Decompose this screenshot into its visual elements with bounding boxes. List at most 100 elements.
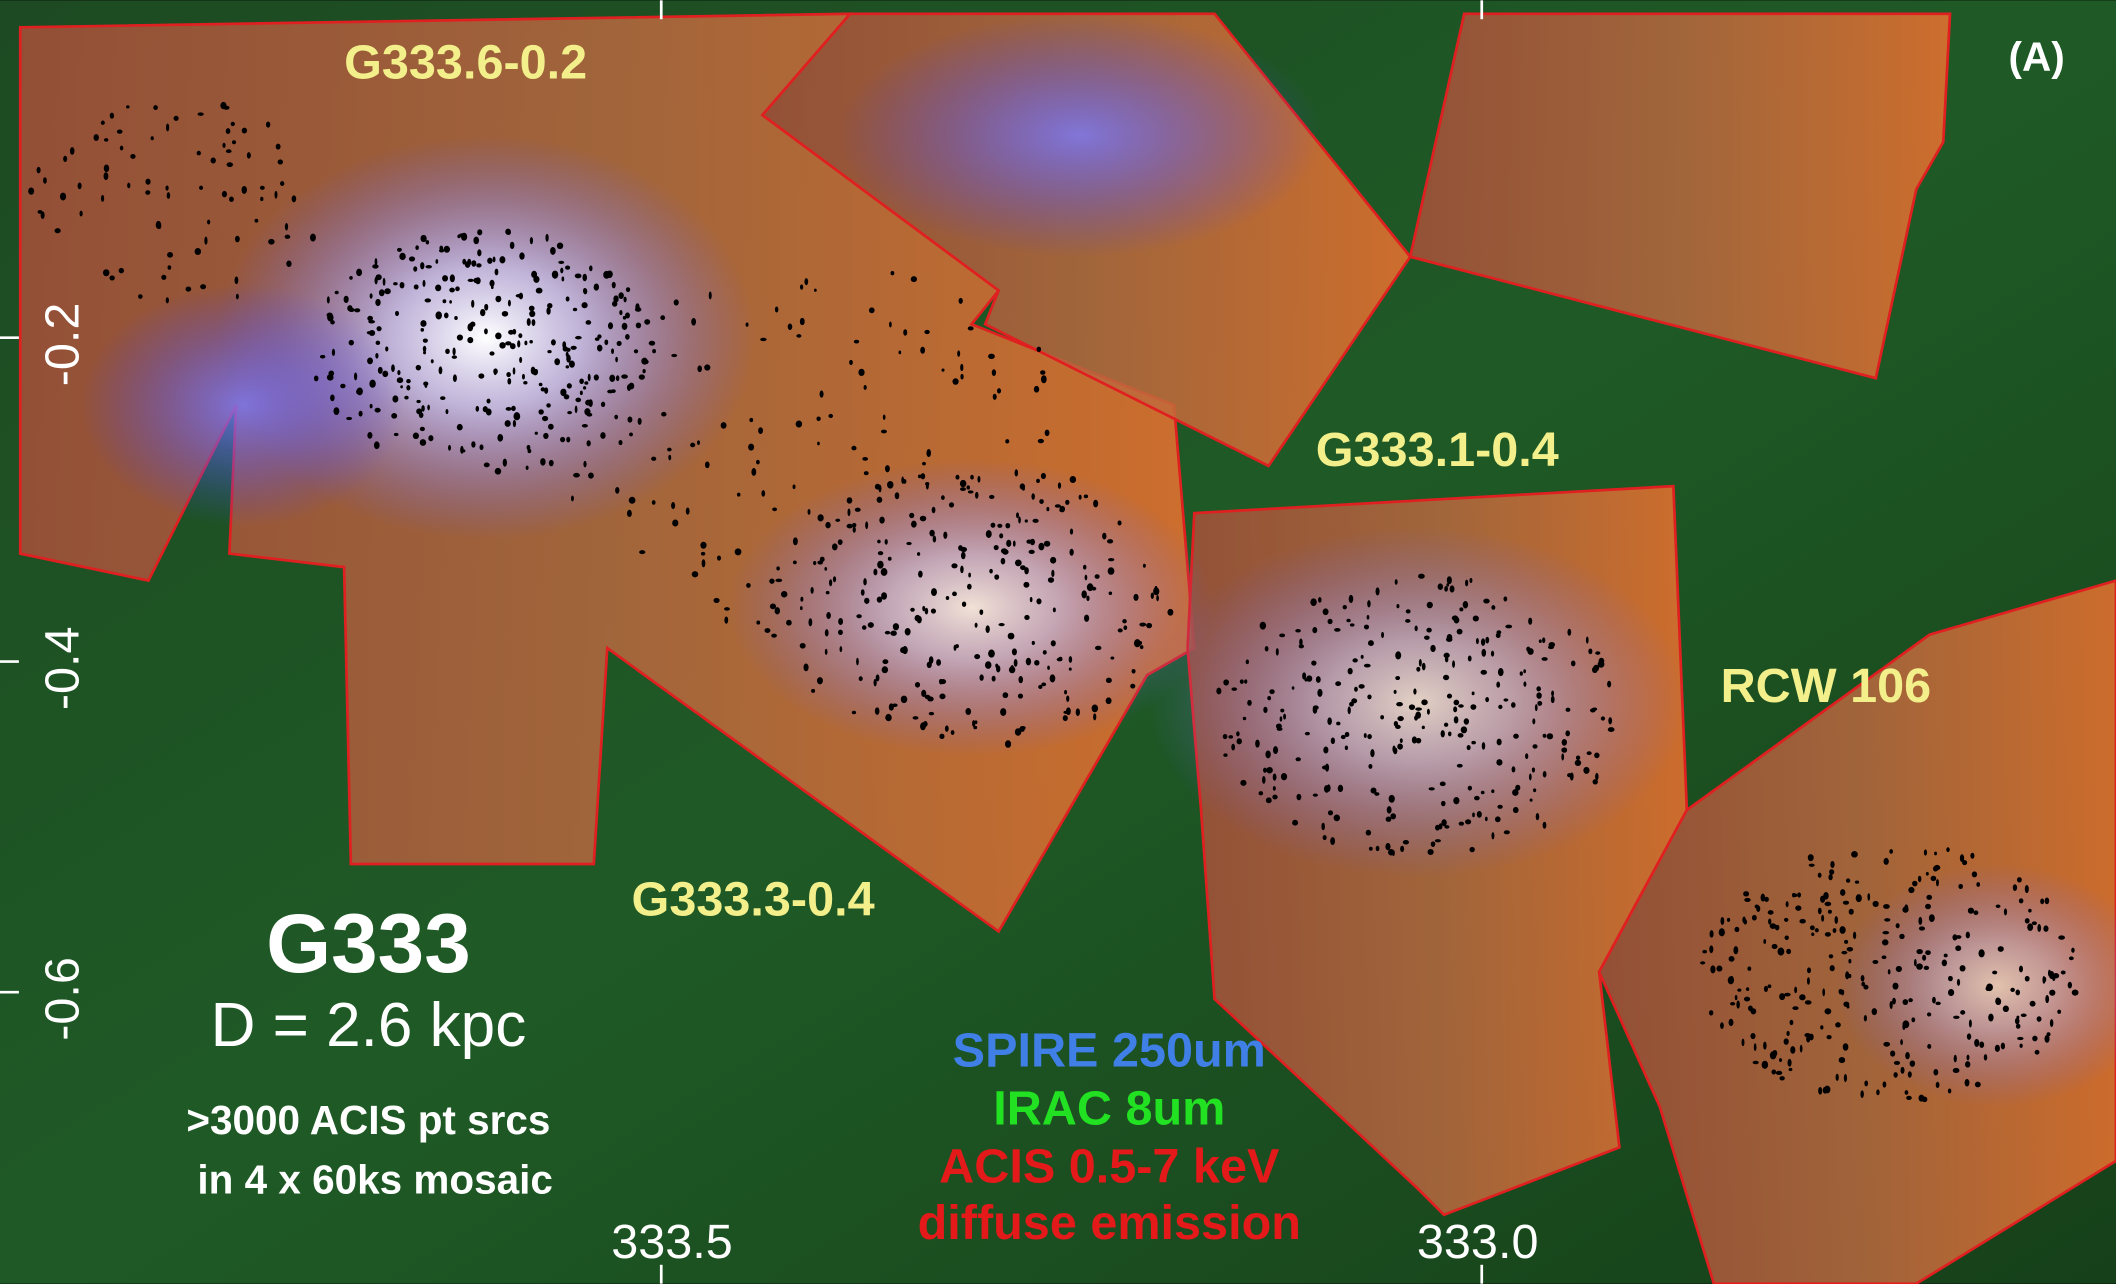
source-dot <box>375 353 378 359</box>
source-dot <box>1095 574 1100 579</box>
source-dot <box>881 568 888 576</box>
source-dot <box>977 476 980 483</box>
source-dot <box>1894 1061 1900 1065</box>
source-dot <box>1594 753 1599 759</box>
source-dot <box>1779 1076 1784 1080</box>
source-dot <box>1132 669 1136 674</box>
source-dot <box>849 360 853 365</box>
source-dot <box>700 542 706 549</box>
source-dot <box>400 282 405 288</box>
source-dot <box>43 177 47 183</box>
source-dot <box>1481 670 1487 675</box>
source-dot <box>1530 799 1533 802</box>
source-dot <box>635 303 639 311</box>
source-dot <box>1836 1074 1839 1081</box>
source-dot <box>346 417 352 420</box>
object-name: G333 <box>266 896 471 990</box>
source-dot <box>2021 1014 2027 1018</box>
source-dot <box>369 380 375 388</box>
source-dot <box>817 442 820 446</box>
source-dot <box>2042 976 2045 984</box>
source-dot <box>420 262 424 269</box>
source-dot <box>1034 660 1039 666</box>
source-dot <box>649 341 655 346</box>
source-dot <box>1840 889 1845 896</box>
source-dot <box>1984 1054 1988 1060</box>
source-dot <box>1395 651 1401 659</box>
source-dot <box>1279 633 1285 637</box>
source-dot <box>1810 925 1815 930</box>
source-dot <box>1039 499 1044 504</box>
source-dot <box>195 248 201 255</box>
source-dot <box>972 720 975 727</box>
source-dot <box>584 408 590 415</box>
source-dot <box>1469 578 1472 583</box>
source-dot <box>1825 1008 1832 1014</box>
source-dot <box>965 708 971 715</box>
source-dot <box>629 497 636 504</box>
source-dot <box>690 443 695 448</box>
source-dot <box>1154 586 1158 594</box>
source-dot <box>764 628 770 633</box>
source-dot <box>222 191 227 197</box>
source-dot <box>862 625 867 630</box>
source-dot <box>510 242 515 249</box>
source-dot <box>951 563 957 568</box>
source-dot <box>1932 997 1936 1004</box>
source-dot <box>691 318 696 326</box>
source-dot <box>1348 668 1353 674</box>
source-dot <box>439 246 443 251</box>
source-dot <box>1497 739 1502 746</box>
source-dot <box>1392 850 1395 856</box>
source-dot <box>1953 1068 1960 1073</box>
source-dot <box>1735 995 1738 1000</box>
source-dot <box>2043 925 2048 931</box>
source-dot <box>619 310 622 315</box>
source-dot <box>800 318 805 325</box>
source-dot <box>1786 949 1791 954</box>
source-dot <box>1422 726 1425 730</box>
source-dot <box>1720 917 1724 925</box>
source-dot <box>1784 993 1790 997</box>
source-dot <box>197 151 201 156</box>
source-dot <box>877 497 883 503</box>
source-dot <box>811 587 814 594</box>
source-dot <box>891 271 895 275</box>
source-dot <box>1283 714 1286 720</box>
source-dot <box>1800 1045 1803 1053</box>
source-dot <box>1046 507 1049 511</box>
source-dot <box>268 239 274 245</box>
source-dot <box>1543 771 1547 777</box>
source-dot <box>374 441 380 449</box>
source-dot <box>967 485 971 489</box>
source-dot <box>1979 1041 1984 1047</box>
source-dot <box>495 468 501 475</box>
source-dot <box>1779 1058 1782 1062</box>
source-dot <box>78 182 82 189</box>
source-dot <box>1395 725 1401 729</box>
source-dot <box>546 403 551 407</box>
source-dot <box>793 485 796 490</box>
source-dot <box>788 324 793 330</box>
source-dot <box>110 113 114 119</box>
source-dot <box>519 252 524 259</box>
source-dot <box>858 369 864 376</box>
source-dot <box>1064 690 1067 694</box>
source-dot <box>709 292 712 300</box>
source-dot <box>327 296 330 303</box>
source-dot <box>1334 814 1340 821</box>
source-dot <box>226 128 231 134</box>
source-dot <box>959 298 963 304</box>
source-dot <box>1038 543 1044 551</box>
source-dot <box>748 444 754 451</box>
source-dot <box>1588 648 1592 654</box>
source-dot <box>479 444 483 450</box>
source-dot <box>889 321 892 327</box>
source-dot <box>1459 822 1464 826</box>
legend-entry: ACIS 0.5-7 keV <box>939 1139 1280 1193</box>
source-dot <box>826 591 830 595</box>
source-dot <box>1763 1042 1767 1050</box>
source-dot <box>1561 753 1564 760</box>
source-dot <box>800 284 803 289</box>
source-dot <box>1834 916 1838 924</box>
